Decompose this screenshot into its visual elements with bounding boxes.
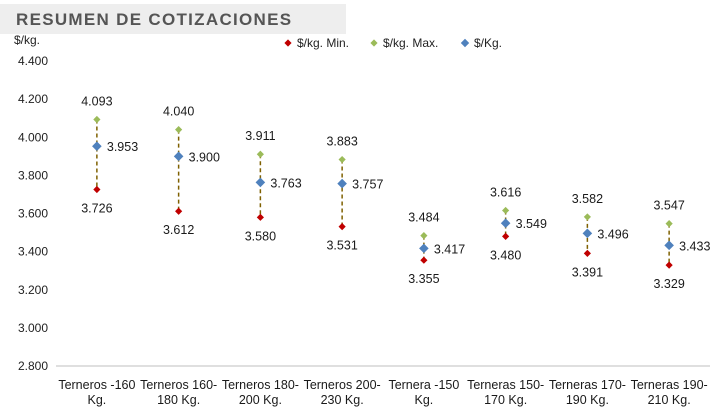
max-data-label: 4.040 <box>163 105 194 119</box>
y-tick-label: 3.000 <box>18 321 48 335</box>
avg-data-label: 3.433 <box>679 239 710 253</box>
avg-point <box>419 243 429 254</box>
max-point <box>665 220 673 228</box>
x-tick-label: 200 Kg. <box>239 393 282 407</box>
avg-data-label: 3.900 <box>189 150 220 164</box>
legend-marker <box>460 38 470 48</box>
y-tick-label: 3.600 <box>18 207 48 221</box>
avg-data-label: 3.417 <box>434 242 465 256</box>
avg-point <box>173 151 184 162</box>
min-data-label: 3.391 <box>572 265 603 279</box>
min-point <box>338 223 346 231</box>
y-tick-label: 4.200 <box>18 92 48 106</box>
avg-point <box>255 177 266 188</box>
max-point <box>256 150 264 158</box>
min-data-label: 3.531 <box>326 239 357 253</box>
avg-point <box>500 218 511 229</box>
x-tick-label: 230 Kg. <box>321 393 364 407</box>
y-tick-label: 3.200 <box>18 283 48 297</box>
max-point <box>338 155 346 164</box>
max-point <box>583 213 591 221</box>
avg-data-label: 3.549 <box>516 217 547 231</box>
y-tick-label: 4.000 <box>18 130 48 144</box>
max-data-label: 3.616 <box>490 185 521 199</box>
x-tick-label: Terneros -160 <box>58 378 135 392</box>
x-tick-label: Terneras 150- <box>467 378 544 392</box>
min-point <box>93 185 101 194</box>
min-point <box>502 232 510 240</box>
chart-title: RESUMEN DE COTIZACIONES <box>16 10 293 29</box>
max-data-label: 4.093 <box>81 95 112 109</box>
avg-point <box>664 240 674 251</box>
x-tick-label: Ternera -150 <box>388 378 459 392</box>
x-tick-label: Terneras 170- <box>549 378 626 392</box>
min-point <box>420 256 428 264</box>
avg-point <box>92 141 102 152</box>
min-point <box>665 261 673 269</box>
min-data-label: 3.329 <box>653 277 684 291</box>
max-data-label: 3.484 <box>408 211 439 225</box>
max-data-label: 3.911 <box>245 129 275 143</box>
y-tick-label: 4.400 <box>18 54 48 68</box>
avg-data-label: 3.496 <box>597 227 628 241</box>
x-tick-label: Terneros 160- <box>140 378 217 392</box>
legend-label: $/kg. Min. <box>297 36 349 50</box>
y-tick-label: 2.800 <box>18 359 48 373</box>
min-point <box>175 207 183 215</box>
x-tick-label: 190 Kg. <box>566 393 609 407</box>
max-point <box>420 232 428 240</box>
avg-data-label: 3.953 <box>107 140 138 154</box>
min-data-label: 3.355 <box>408 272 439 286</box>
min-data-label: 3.580 <box>245 229 276 243</box>
max-point <box>502 206 510 215</box>
x-tick-label: 180 Kg. <box>157 393 200 407</box>
x-tick-label: 210 Kg. <box>648 393 691 407</box>
x-tick-label: Terneros 200- <box>304 378 381 392</box>
min-data-label: 3.612 <box>163 223 194 237</box>
x-tick-label: Kg. <box>414 393 433 407</box>
avg-data-label: 3.763 <box>270 176 301 190</box>
legend-label: $/kg. Max. <box>383 36 438 50</box>
y-axis-label: $/kg. <box>14 33 40 47</box>
legend-marker <box>284 39 292 47</box>
legend-label: $/Kg. <box>474 36 502 50</box>
x-tick-label: Kg. <box>87 393 106 407</box>
min-data-label: 3.726 <box>81 201 112 215</box>
legend-marker <box>370 39 378 47</box>
x-tick-label: Terneras 190- <box>631 378 708 392</box>
max-data-label: 3.582 <box>572 192 603 206</box>
avg-point <box>337 178 347 189</box>
max-data-label: 3.883 <box>326 135 357 149</box>
x-tick-label: Terneros 180- <box>222 378 299 392</box>
max-point <box>175 126 183 134</box>
max-point <box>93 115 101 124</box>
avg-point <box>582 228 593 239</box>
x-tick-label: 170 Kg. <box>484 393 527 407</box>
min-point <box>256 213 264 221</box>
chart-title-bar: RESUMEN DE COTIZACIONES <box>0 4 346 34</box>
avg-data-label: 3.757 <box>352 178 383 192</box>
min-data-label: 3.480 <box>490 248 521 262</box>
y-tick-label: 3.800 <box>18 168 48 182</box>
min-point <box>583 249 591 257</box>
y-tick-label: 3.400 <box>18 245 48 259</box>
max-data-label: 3.547 <box>653 199 684 213</box>
